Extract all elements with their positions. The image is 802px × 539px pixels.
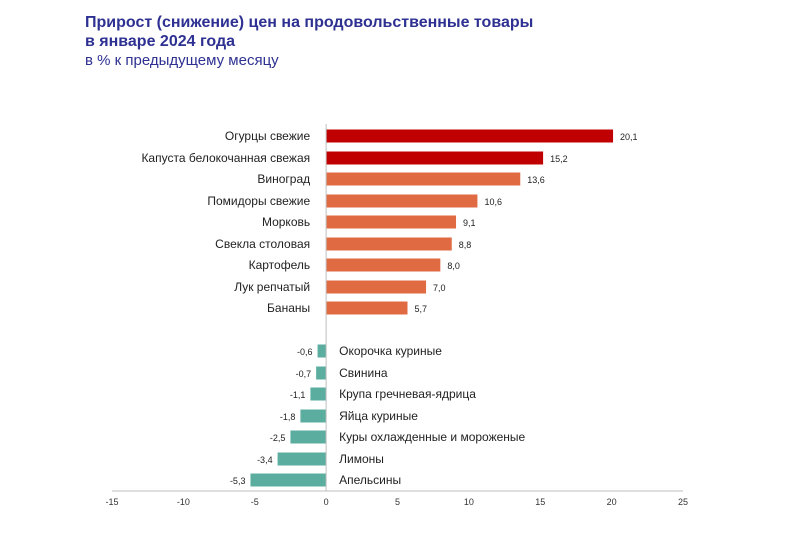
data-label: 8,8 <box>459 240 472 250</box>
category-label: Лук репчатый <box>234 280 310 294</box>
data-label: 20,1 <box>620 132 638 142</box>
category-label: Окорочка куриные <box>339 344 442 358</box>
category-label: Картофель <box>249 258 311 272</box>
category-label: Капуста белокочанная свежая <box>141 151 310 165</box>
bar <box>326 151 544 165</box>
data-label: -0,7 <box>296 369 312 379</box>
category-label: Морковь <box>262 215 310 229</box>
data-label: -0,6 <box>297 347 313 357</box>
chart-title-block: Прирост (снижение) цен на продовольствен… <box>85 13 533 70</box>
bar <box>326 258 441 272</box>
bar <box>317 344 327 358</box>
bar <box>326 215 457 229</box>
data-label: -1,8 <box>280 412 296 422</box>
category-label: Крупа гречневая-ядрица <box>339 387 476 401</box>
category-label: Огурцы свежие <box>225 129 311 143</box>
data-label: 9,1 <box>463 218 476 228</box>
chart-title-line-1: Прирост (снижение) цен на продовольствен… <box>85 14 534 31</box>
category-label: Бананы <box>267 301 310 315</box>
category-label: Помидоры свежие <box>207 194 310 208</box>
data-label: -1,1 <box>290 390 306 400</box>
category-label: Виноград <box>257 172 310 186</box>
x-tick-label: -15 <box>105 497 118 507</box>
bar <box>316 366 327 380</box>
data-label: -2,5 <box>270 433 286 443</box>
x-tick-label: 0 <box>324 497 329 507</box>
category-label: Апельсины <box>339 473 401 487</box>
bar <box>277 452 327 466</box>
chart-title-line-2: в январе 2024 года <box>85 33 236 50</box>
category-label: Лимоны <box>339 452 384 466</box>
chart-subtitle: в % к предыдущему месяцу <box>85 52 279 69</box>
bar <box>326 280 427 294</box>
bar <box>250 473 327 487</box>
data-label: -3,4 <box>257 455 273 465</box>
bar <box>326 172 521 186</box>
bar <box>290 430 327 444</box>
x-tick-label: 15 <box>535 497 545 507</box>
category-label: Свекла столовая <box>215 237 310 251</box>
bar <box>300 409 327 423</box>
data-label: 13,6 <box>527 175 545 185</box>
bar <box>310 387 327 401</box>
data-label: 10,6 <box>484 197 502 207</box>
x-tick-label: 20 <box>607 497 617 507</box>
data-label: 15,2 <box>550 154 568 164</box>
bar <box>326 129 614 143</box>
x-tick-label: 5 <box>395 497 400 507</box>
category-label: Свинина <box>339 366 388 380</box>
data-label: 7,0 <box>433 283 446 293</box>
x-tick-label: -5 <box>251 497 259 507</box>
data-label: 8,0 <box>447 261 460 271</box>
x-tick-label: -10 <box>177 497 190 507</box>
x-tick-label: 25 <box>678 497 688 507</box>
data-label: 5,7 <box>414 304 427 314</box>
bar <box>326 301 408 315</box>
category-label: Яйца куриные <box>339 409 418 423</box>
x-tick-label: 10 <box>464 497 474 507</box>
data-label: -5,3 <box>230 476 246 486</box>
category-label: Куры охлажденные и мороженые <box>339 430 525 444</box>
bar <box>326 237 452 251</box>
bar <box>326 194 478 208</box>
